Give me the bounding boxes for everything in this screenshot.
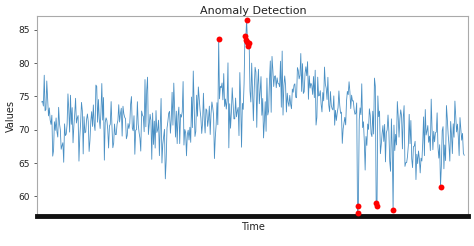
Point [244,40,251,44]
Point [354,211,361,215]
X-axis label: Time: Time [241,222,265,232]
Point [246,41,253,45]
Point [373,201,380,205]
Point [243,18,250,22]
Point [373,204,381,208]
Point [215,37,222,41]
Point [242,38,249,42]
Point [437,184,444,188]
Point [241,34,249,38]
Point [355,204,362,208]
Y-axis label: Values: Values [6,100,16,132]
Point [245,44,252,48]
Point [389,208,397,212]
Title: Anomaly Detection: Anomaly Detection [200,6,306,15]
